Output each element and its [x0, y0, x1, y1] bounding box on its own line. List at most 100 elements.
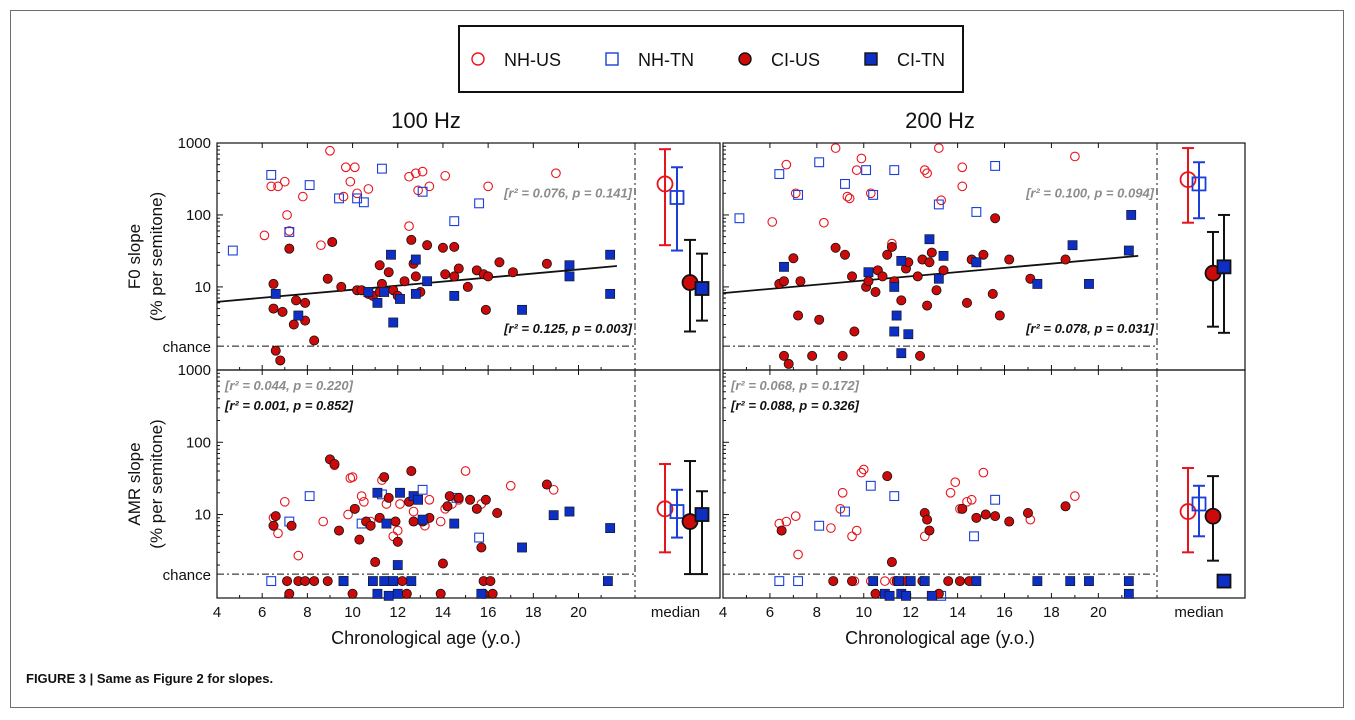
point-ci-tn: [896, 255, 907, 266]
point-ci-us: [924, 257, 935, 268]
point-nh-us: [356, 491, 367, 501]
y-axis-title-f0-line2: (% per semitone): [147, 192, 166, 321]
point-ci-tn: [395, 487, 405, 498]
point-ci-us: [1004, 254, 1015, 265]
point-ci-tn: [896, 348, 907, 359]
panel-frame-f0-100: [216, 142, 721, 371]
point-ci-us: [485, 576, 496, 587]
point-ci-us: [492, 508, 503, 519]
point-nh-us: [1070, 151, 1080, 162]
point-ci-tn: [938, 250, 949, 261]
y-tick-label: 100: [186, 207, 211, 224]
point-ci-us: [277, 306, 288, 317]
point-ci-tn: [372, 588, 383, 599]
stats-nh-amr-200: [r² = 0.068, p = 0.172]: [730, 378, 860, 393]
point-ci-us: [268, 520, 279, 531]
point-ci-us: [327, 237, 338, 248]
point-nh-us: [548, 484, 559, 495]
point-ci-tn: [293, 310, 304, 321]
x-tick-label: 14: [949, 604, 966, 621]
point-ci-us: [863, 276, 874, 287]
point-ci-tn: [919, 576, 930, 586]
y-tick-label-chance: chance: [163, 339, 211, 356]
point-ci-us: [268, 278, 279, 289]
point-nh-tn: [933, 199, 944, 210]
point-nh-us: [957, 162, 968, 173]
square-open-icon: [605, 52, 619, 66]
point-nh-tn: [814, 520, 825, 531]
point-ci-tn: [392, 560, 403, 570]
point-ci-tn: [1126, 210, 1137, 220]
point-ci-tn: [386, 249, 396, 260]
point-ci-us: [541, 258, 552, 269]
point-nh-tn: [889, 165, 900, 176]
point-ci-tn: [1123, 576, 1134, 586]
y-axis-title-f0-line1: F0 slope: [125, 224, 144, 289]
median-marker-nh-us: [656, 175, 674, 193]
x-tick-label: 20: [1090, 604, 1107, 621]
point-nh-us: [847, 531, 857, 542]
figure-frame: [10, 10, 1344, 708]
legend-label-nh-us: NH-US: [504, 50, 561, 70]
x-tick-label: 4: [213, 604, 221, 621]
point-nh-us: [962, 496, 972, 507]
point-ci-us: [336, 281, 347, 292]
point-ci-tn: [905, 576, 916, 586]
point-ci-us: [453, 492, 464, 503]
point-nh-us: [790, 188, 801, 199]
point-ci-us: [896, 295, 907, 306]
point-nh-us: [830, 143, 841, 153]
point-ci-us: [397, 576, 408, 587]
point-ci-us: [847, 271, 858, 282]
point-nh-us: [922, 168, 932, 179]
point-ci-us: [957, 503, 968, 514]
point-ci-us: [435, 588, 446, 599]
stats-nh-amr-100: [r² = 0.044, p = 0.220]: [224, 378, 354, 393]
stats-nh-f0-200: [r² = 0.100, p = 0.094]: [1025, 185, 1155, 200]
point-ci-tn: [971, 257, 982, 268]
point-ci-us: [828, 576, 839, 587]
point-ci-us: [938, 265, 949, 276]
point-ci-us: [449, 271, 460, 282]
y-axis-title-amr: AMR slope (% per semitone): [125, 419, 166, 548]
point-ci-us: [422, 240, 433, 251]
stats-ci-f0-100: [r² = 0.125, p = 0.003]: [503, 321, 633, 336]
point-nh-us: [856, 153, 867, 164]
point-ci-tn: [1084, 576, 1094, 586]
point-nh-us: [279, 176, 290, 187]
point-nh-us: [363, 184, 374, 194]
point-ci-us: [462, 281, 473, 292]
point-ci-us: [379, 472, 390, 483]
point-ci-us: [931, 285, 942, 296]
point-nh-us: [880, 576, 890, 586]
y-tick-label: 1000: [178, 362, 211, 379]
stats-ci-amr-200: [r² = 0.088, p = 0.326]: [730, 398, 860, 413]
point-ci-tn: [564, 260, 575, 271]
point-ci-tn: [903, 329, 914, 340]
point-ci-tn: [868, 576, 879, 586]
point-ci-us: [392, 536, 403, 547]
point-nh-us: [347, 472, 358, 482]
median-marker-ci-tn: [1216, 573, 1232, 589]
point-ci-tn: [381, 518, 392, 529]
point-ci-us: [776, 525, 787, 536]
point-ci-us: [943, 576, 954, 587]
point-nh-tn: [990, 160, 1001, 171]
point-ci-us: [915, 350, 926, 361]
point-nh-tn: [417, 186, 428, 197]
point-nh-tn: [304, 180, 315, 191]
point-nh-us: [767, 217, 778, 227]
point-ci-us: [300, 297, 311, 308]
median-marker-nh-us: [1179, 171, 1197, 188]
median-marker-ci-tn: [1216, 259, 1232, 275]
point-ci-tn: [368, 576, 378, 586]
point-nh-us: [349, 162, 360, 173]
point-nh-tn: [861, 165, 872, 176]
point-ci-us: [437, 558, 448, 569]
point-ci-us: [347, 588, 358, 599]
point-ci-us: [994, 310, 1005, 321]
x-tick-label: 6: [258, 604, 266, 621]
point-ci-us: [990, 511, 1001, 522]
median-marker-ci-us: [1204, 507, 1222, 525]
